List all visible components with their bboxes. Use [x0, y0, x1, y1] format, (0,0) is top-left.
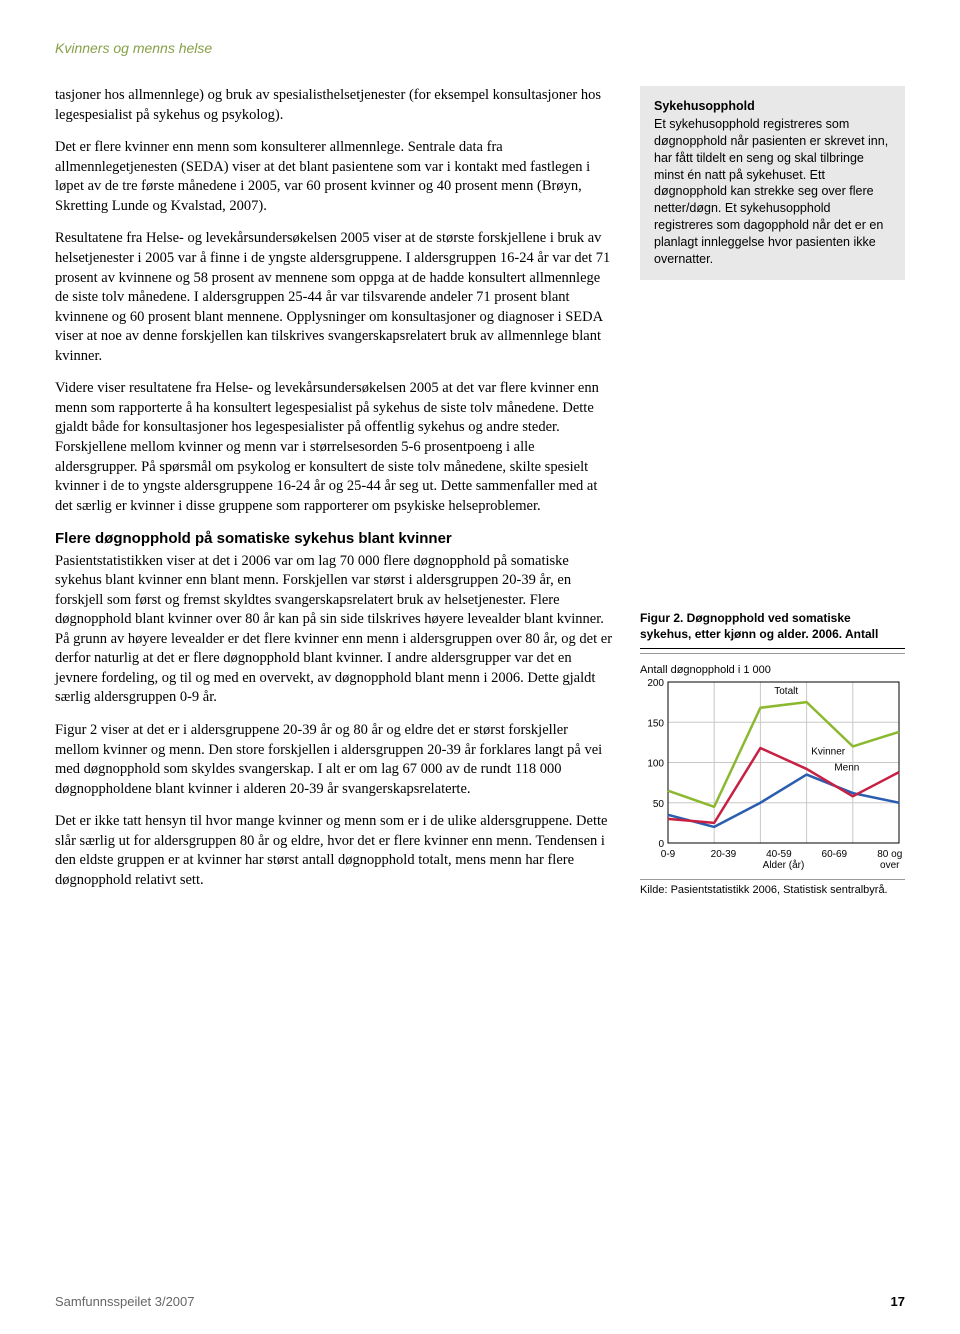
info-box-title: Sykehusopphold: [654, 98, 891, 115]
section-header: Kvinners og menns helse: [55, 40, 905, 56]
paragraph: tasjoner hos allmennlege) og bruk av spe…: [55, 86, 615, 125]
chart-y-axis-title: Antall døgnopphold i 1 000: [640, 664, 905, 676]
subheading: Flere døgnopphold på somatiske sykehus b…: [55, 529, 615, 549]
body-text-column: tasjoner hos allmennlege) og bruk av spe…: [55, 86, 615, 904]
line-chart: 0501001502000-920-3940-5960-6980 ogoverA…: [640, 678, 905, 873]
paragraph: Det er flere kvinner enn menn som konsul…: [55, 138, 615, 216]
paragraph: Resultatene fra Helse- og levekårsunders…: [55, 229, 615, 366]
svg-text:80 og: 80 og: [877, 849, 902, 860]
info-box: Sykehusopphold Et sykehusopphold registr…: [640, 86, 905, 280]
paragraph: Pasientstatistikken viser at det i 2006 …: [55, 552, 615, 709]
page-footer: Samfunnsspeilet 3/2007 17: [55, 1294, 905, 1309]
svg-text:60-69: 60-69: [822, 849, 848, 860]
svg-text:50: 50: [653, 799, 665, 810]
svg-text:Alder (år): Alder (år): [763, 859, 805, 871]
paragraph: Det er ikke tatt hensyn til hvor mange k…: [55, 812, 615, 890]
svg-text:Kvinner: Kvinner: [811, 747, 846, 758]
footer-issue: Samfunnsspeilet 3/2007: [55, 1294, 194, 1309]
svg-text:20-39: 20-39: [711, 849, 737, 860]
svg-text:Menn: Menn: [834, 763, 859, 774]
svg-text:100: 100: [647, 759, 664, 770]
svg-text:Totalt: Totalt: [774, 686, 798, 697]
figure-caption: Figur 2. Døgnopphold ved somatiske sykeh…: [640, 610, 905, 649]
svg-text:over: over: [880, 860, 900, 871]
main-columns: tasjoner hos allmennlege) og bruk av spe…: [55, 86, 905, 904]
figure-block: Figur 2. Døgnopphold ved somatiske sykeh…: [640, 610, 905, 896]
info-box-text: Et sykehusopphold registreres som døgnop…: [654, 116, 891, 268]
paragraph: Figur 2 viser at det er i aldersgruppene…: [55, 721, 615, 799]
svg-text:40-59: 40-59: [766, 849, 792, 860]
svg-text:200: 200: [647, 678, 664, 689]
sidebar-column: Sykehusopphold Et sykehusopphold registr…: [640, 86, 905, 904]
svg-text:150: 150: [647, 718, 664, 729]
paragraph: Videre viser resultatene fra Helse- og l…: [55, 379, 615, 516]
svg-text:0-9: 0-9: [661, 849, 676, 860]
figure-source: Kilde: Pasientstatistikk 2006, Statistis…: [640, 879, 905, 896]
footer-page-number: 17: [891, 1294, 905, 1309]
